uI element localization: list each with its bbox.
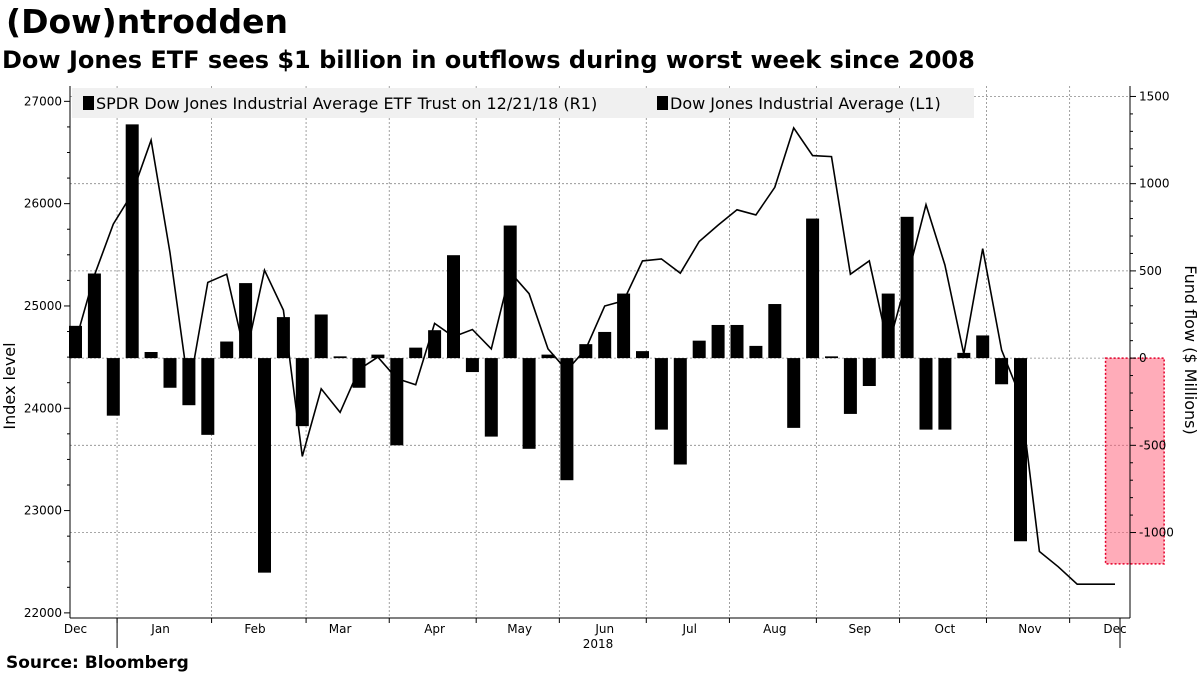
bar <box>711 324 725 359</box>
bar <box>938 358 952 430</box>
left-tick-label: 24000 <box>24 401 62 415</box>
month-label: Dec <box>64 622 87 636</box>
bar <box>673 358 687 465</box>
bar <box>239 283 253 359</box>
bar <box>201 358 215 435</box>
left-tick-label: 22000 <box>24 606 62 620</box>
bar <box>957 352 971 359</box>
bar <box>560 358 574 481</box>
bar <box>825 356 838 359</box>
bar <box>276 317 290 359</box>
right-tick-label: 1500 <box>1139 89 1170 103</box>
left-tick-label: 23000 <box>24 504 62 518</box>
bar <box>503 225 517 359</box>
month-label: Feb <box>244 622 265 636</box>
bar <box>106 358 120 416</box>
left-tick-label: 25000 <box>24 299 62 313</box>
axes: 22000 23000 24000 25000 26000 27000 -1000 -500 0… <box>24 86 1174 651</box>
bar <box>220 341 234 359</box>
bar <box>390 358 404 446</box>
bar <box>806 218 820 359</box>
month-label: Jul <box>682 622 697 636</box>
bar <box>976 335 990 359</box>
legend-entry-etf: SPDR Dow Jones Industrial Average ETF Tr… <box>96 94 597 113</box>
bar <box>1014 358 1027 542</box>
bar <box>598 331 612 359</box>
bar <box>333 356 347 359</box>
bar <box>87 273 101 359</box>
month-label: May <box>507 622 532 636</box>
bar <box>428 330 442 359</box>
source-note: Source: Bloomberg <box>6 653 189 673</box>
bar <box>749 345 763 359</box>
left-axis-label: Index level <box>0 342 19 429</box>
bar <box>465 358 479 373</box>
bar <box>409 347 423 359</box>
right-tick-label: 0 <box>1139 351 1147 365</box>
bar <box>125 124 139 359</box>
bar <box>995 358 1009 385</box>
bar <box>295 358 309 427</box>
bar <box>730 324 744 359</box>
month-label: Jan <box>150 622 170 636</box>
bar <box>352 358 366 388</box>
bar <box>692 340 706 359</box>
chart-subtitle: Dow Jones ETF sees $1 billion in outflow… <box>2 46 975 74</box>
year-label: 2018 <box>583 637 614 651</box>
bar <box>843 358 857 414</box>
month-label: Apr <box>424 622 445 636</box>
bar <box>541 354 555 359</box>
bar <box>636 351 649 359</box>
month-label: Aug <box>763 622 786 636</box>
bar <box>881 293 895 359</box>
bar <box>69 325 82 359</box>
bar <box>163 358 177 388</box>
bar <box>900 216 914 359</box>
month-label: Nov <box>1018 622 1041 636</box>
month-label: Jun <box>594 622 614 636</box>
legend-swatch-dow <box>657 96 668 110</box>
right-tick-label: 500 <box>1139 264 1162 278</box>
right-tick-label: -1000 <box>1139 526 1174 540</box>
right-axis-label: Fund flow ($ Millions) <box>1181 265 1200 435</box>
bar <box>447 255 460 359</box>
bar <box>654 358 668 430</box>
bar <box>862 358 876 387</box>
right-tick-label: 1000 <box>1139 177 1170 191</box>
bar <box>787 358 801 428</box>
legend-entry-dow: Dow Jones Industrial Average (L1) <box>670 94 941 113</box>
bar <box>919 358 933 430</box>
month-label: Oct <box>935 622 956 636</box>
bar <box>768 304 782 359</box>
bar-series <box>69 124 1027 573</box>
bar <box>144 352 158 359</box>
left-tick-label: 27000 <box>24 94 62 108</box>
month-label: Mar <box>329 622 352 636</box>
chart-title: (Dow)ntrodden <box>6 2 289 41</box>
bar <box>617 293 631 359</box>
month-label: Sep <box>849 622 872 636</box>
left-tick-label: 26000 <box>24 197 62 211</box>
bar <box>314 314 328 359</box>
line-series <box>74 126 1115 586</box>
right-tick-label: -500 <box>1139 438 1166 452</box>
bar <box>258 358 271 573</box>
legend-background <box>72 88 974 118</box>
month-label: Dec <box>1103 622 1126 636</box>
legend: SPDR Dow Jones Industrial Average ETF Tr… <box>72 88 974 118</box>
legend-swatch-etf <box>83 96 94 110</box>
bar <box>484 358 498 437</box>
bar <box>522 358 536 449</box>
bar <box>579 344 593 359</box>
